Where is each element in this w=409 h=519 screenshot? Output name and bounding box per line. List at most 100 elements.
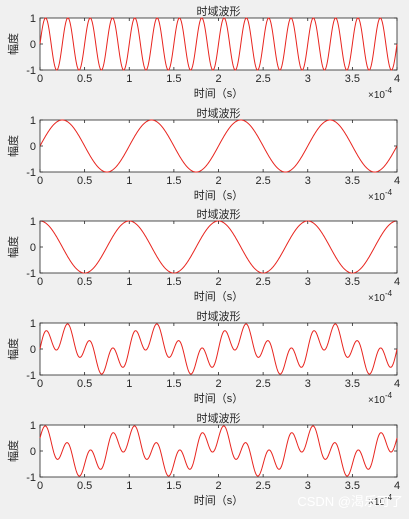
x-tick-label: 1 (126, 73, 132, 85)
x-tick-label: 3.5 (345, 73, 360, 85)
x-tick-label: 3 (305, 276, 311, 288)
chart-title: 时域波形 (197, 208, 241, 221)
x-axis-exponent-power: -4 (385, 86, 393, 95)
y-tick-label: 0 (30, 344, 36, 356)
y-tick-label: -1 (26, 65, 36, 77)
plot-area (39, 220, 398, 274)
y-tick-label: 0 (30, 242, 36, 254)
x-tick-label: 2.5 (255, 175, 270, 187)
y-axis-label: 幅度 (6, 33, 20, 55)
x-tick-label: 1.5 (166, 480, 181, 492)
x-axis-exponent: ×10-4 (368, 493, 393, 508)
x-tick-label: 2.5 (255, 276, 270, 288)
watermark: CSDN @渴乐可了 (297, 494, 403, 509)
x-axis-exponent-power: -4 (385, 289, 393, 298)
x-tick-label: 0.5 (77, 276, 92, 288)
x-axis-exponent-power: -4 (385, 493, 393, 502)
y-tick-label: 1 (30, 420, 36, 432)
y-tick-label: -1 (26, 167, 36, 179)
x-tick-label: 0 (37, 378, 43, 390)
x-tick-label: 1.5 (166, 378, 181, 390)
x-tick-label: 1.5 (166, 276, 181, 288)
x-tick-label: 0 (37, 480, 43, 492)
x-tick-label: 4 (394, 480, 400, 492)
x-tick-label: 3.5 (345, 378, 360, 390)
x-tick-label: 1 (126, 378, 132, 390)
chart-title: 时域波形 (197, 310, 241, 323)
x-axis-label: 时间（s） (194, 290, 244, 303)
x-tick-label: 2.5 (255, 378, 270, 390)
x-axis-exponent: ×10-4 (368, 86, 393, 101)
y-tick-label: 1 (30, 13, 36, 25)
x-tick-label: 3.5 (345, 276, 360, 288)
x-tick-label: 3 (305, 378, 311, 390)
y-tick-label: 1 (30, 115, 36, 127)
x-tick-label: 1 (126, 276, 132, 288)
x-axis-exponent: ×10-4 (368, 289, 393, 304)
x-axis-exponent-power: -4 (385, 188, 393, 197)
x-tick-label: 4 (394, 73, 400, 85)
x-tick-label: 0.5 (77, 480, 92, 492)
x-axis-exponent-base: ×10 (368, 293, 385, 304)
x-axis-exponent-base: ×10 (368, 497, 385, 508)
x-tick-label: 2 (215, 73, 221, 85)
y-axis-label: 幅度 (6, 338, 20, 360)
x-axis-exponent-power: -4 (385, 391, 393, 400)
chart-title: 时域波形 (197, 5, 241, 18)
y-axis-label: 幅度 (6, 440, 20, 462)
x-tick-label: 0.5 (77, 378, 92, 390)
x-axis-exponent-base: ×10 (368, 192, 385, 203)
x-axis-label: 时间（s） (194, 494, 244, 507)
x-tick-label: 4 (394, 276, 400, 288)
x-tick-label: 0 (37, 276, 43, 288)
y-tick-label: 1 (30, 216, 36, 228)
x-tick-label: 2 (215, 175, 221, 187)
x-tick-label: 1.5 (166, 175, 181, 187)
x-tick-label: 0 (37, 175, 43, 187)
x-tick-label: 1 (126, 480, 132, 492)
series-line (39, 119, 398, 173)
x-tick-label: 1 (126, 175, 132, 187)
x-axis-label: 时间（s） (194, 189, 244, 202)
x-tick-label: 0.5 (77, 73, 92, 85)
series-line (39, 323, 398, 375)
x-tick-label: 4 (394, 378, 400, 390)
y-tick-label: 1 (30, 318, 36, 330)
x-tick-label: 2 (215, 276, 221, 288)
x-tick-label: 2.5 (255, 73, 270, 85)
y-tick-label: 0 (30, 39, 36, 51)
y-tick-label: -1 (26, 472, 36, 484)
x-axis-exponent-base: ×10 (368, 395, 385, 406)
x-tick-label: 3.5 (345, 480, 360, 492)
y-axis-label: 幅度 (6, 236, 20, 258)
x-axis-exponent: ×10-4 (368, 391, 393, 406)
y-tick-label: -1 (26, 268, 36, 280)
y-axis-label: 幅度 (6, 135, 20, 157)
x-axis-label: 时间（s） (194, 87, 244, 100)
x-tick-label: 2.5 (255, 480, 270, 492)
x-tick-label: 3 (305, 175, 311, 187)
x-tick-label: 1.5 (166, 73, 181, 85)
x-tick-label: 2 (215, 480, 221, 492)
x-axis-exponent-base: ×10 (368, 90, 385, 101)
x-tick-label: 3.5 (345, 175, 360, 187)
x-tick-label: 0 (37, 73, 43, 85)
y-tick-label: 0 (30, 141, 36, 153)
x-tick-label: 3 (305, 480, 311, 492)
x-tick-label: 0.5 (77, 175, 92, 187)
x-tick-label: 3 (305, 73, 311, 85)
x-axis-label: 时间（s） (194, 392, 244, 405)
x-tick-label: 4 (394, 175, 400, 187)
x-tick-label: 2 (215, 378, 221, 390)
chart-title: 时域波形 (197, 107, 241, 120)
series-line (39, 425, 398, 477)
y-tick-label: 0 (30, 446, 36, 458)
series-line (39, 17, 398, 71)
chart-title: 时域波形 (197, 412, 241, 425)
